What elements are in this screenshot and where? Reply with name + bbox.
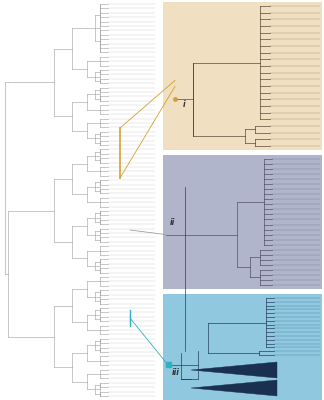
Bar [163,294,322,400]
Polygon shape [191,362,277,378]
Polygon shape [191,380,277,396]
Bar [163,155,322,289]
Bar [166,362,170,368]
Text: iii: iii [172,368,180,377]
Text: i: i [183,100,186,109]
Text: ii: ii [170,218,175,226]
Bar [163,2,322,150]
